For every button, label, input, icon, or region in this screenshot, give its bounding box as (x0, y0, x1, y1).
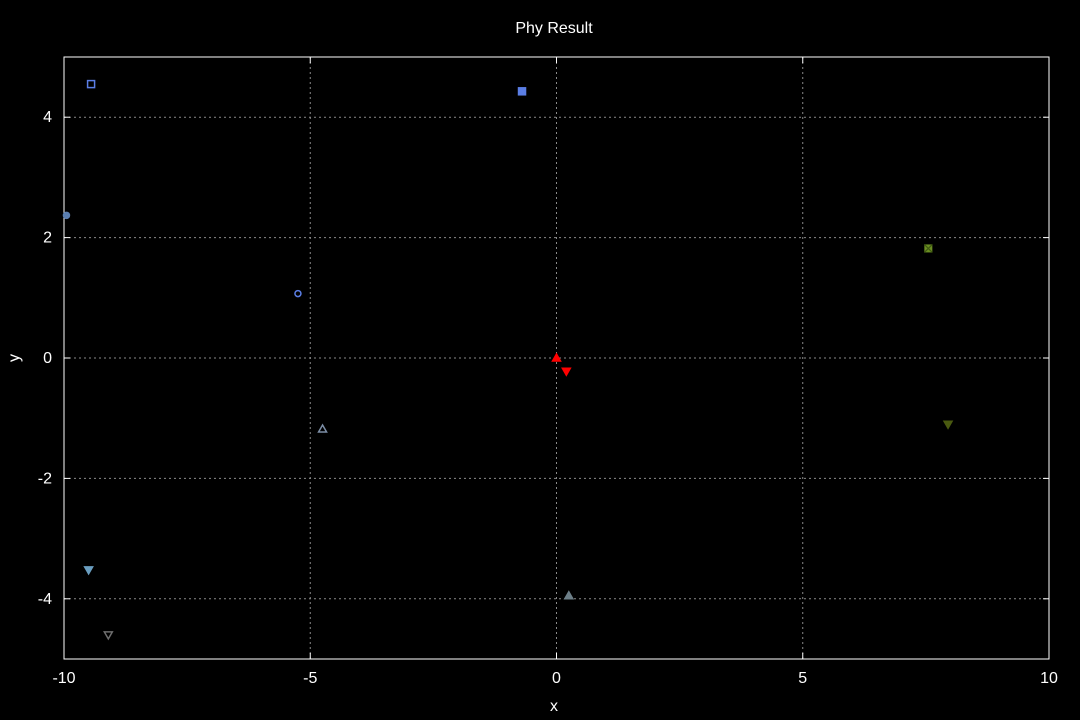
data-point (561, 367, 572, 377)
y-tick-label: 4 (43, 109, 52, 126)
data-point (942, 420, 954, 430)
y-tick-labels: -4 -2 0 2 4 (38, 109, 52, 608)
x-tick-label: 0 (552, 670, 561, 687)
x-tick-labels: -10 -5 0 5 10 (52, 670, 1058, 687)
y-tick-label: 0 (43, 350, 52, 367)
data-point (103, 631, 114, 641)
data-point (563, 590, 575, 600)
y-axis-label: y (6, 354, 23, 362)
data-point (923, 244, 933, 253)
tick-marks (63, 57, 1050, 659)
chart-title: Phy Result (515, 20, 593, 37)
data-points (62, 79, 954, 641)
data-point (517, 87, 527, 96)
x-tick-label: -5 (303, 670, 317, 687)
x-tick-label: 10 (1040, 670, 1058, 687)
data-point (62, 211, 71, 220)
x-tick-label: 5 (798, 670, 807, 687)
data-point-cross (923, 244, 933, 253)
y-tick-label: -4 (38, 591, 52, 608)
x-tick-label: -10 (52, 670, 75, 687)
data-point (317, 423, 328, 433)
data-point (83, 566, 94, 576)
x-axis-label: x (550, 698, 558, 715)
data-point (294, 289, 302, 298)
data-point (86, 79, 96, 89)
data-point (551, 352, 562, 362)
y-tick-label: -2 (38, 470, 52, 487)
y-tick-label: 2 (43, 230, 52, 247)
grid-lines (64, 57, 1049, 659)
